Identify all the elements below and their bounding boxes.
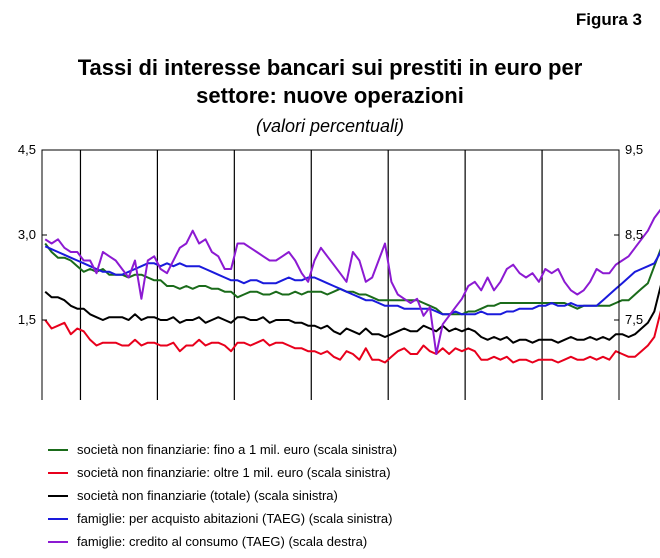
left-tick-label: 1,5 bbox=[18, 312, 36, 327]
chart-title: Tassi di interesse bancari sui prestiti … bbox=[0, 54, 660, 110]
legend-item: società non finanziarie: fino a 1 mil. e… bbox=[48, 438, 397, 461]
right-tick-label: 7,5 bbox=[625, 312, 643, 327]
legend-label: famiglie: per acquisto abitazioni (TAEG)… bbox=[77, 511, 393, 526]
legend-swatch-blue bbox=[48, 517, 68, 520]
legend: società non finanziarie: fino a 1 mil. e… bbox=[48, 438, 397, 553]
legend-item: società non finanziarie (totale) (scala … bbox=[48, 484, 397, 507]
year-gridlines bbox=[79, 150, 543, 400]
legend-label: società non finanziarie: oltre 1 mil. eu… bbox=[77, 465, 391, 480]
left-tick-label: 3,0 bbox=[18, 227, 36, 242]
series-line-nfc-total bbox=[44, 284, 660, 344]
legend-swatch-red bbox=[48, 471, 68, 474]
legend-item: famiglie: credito al consumo (TAEG) (sca… bbox=[48, 530, 397, 553]
right-y-axis: 6,5 7,5 8,5 9,5 bbox=[614, 142, 643, 400]
legend-item: famiglie: per acquisto abitazioni (TAEG)… bbox=[48, 507, 397, 530]
chart-title-line-2: settore: nuove operazioni bbox=[196, 83, 464, 108]
legend-swatch-purple bbox=[48, 540, 68, 543]
legend-swatch-green bbox=[48, 448, 68, 451]
legend-label: società non finanziarie: fino a 1 mil. e… bbox=[77, 442, 398, 457]
left-tick-label: 4,5 bbox=[18, 142, 36, 157]
legend-swatch-black bbox=[48, 494, 68, 497]
figure-label: Figura 3 bbox=[575, 10, 642, 29]
series-line-nfc-large bbox=[44, 310, 660, 364]
series-lines bbox=[44, 208, 660, 364]
chart-subtitle: (valori percentuali) bbox=[255, 116, 405, 136]
left-y-axis: 0,0 1,5 3,0 4,5 bbox=[18, 142, 47, 400]
chart-title-line-1: Tassi di interesse bancari sui prestiti … bbox=[77, 55, 583, 80]
legend-item: società non finanziarie: oltre 1 mil. eu… bbox=[48, 461, 397, 484]
plot-frame bbox=[41, 149, 620, 400]
right-tick-label: 8,5 bbox=[625, 227, 643, 242]
legend-label: società non finanziarie (totale) (scala … bbox=[77, 488, 338, 503]
series-line-consumer-credit bbox=[44, 208, 660, 355]
legend-label: famiglie: credito al consumo (TAEG) (sca… bbox=[77, 534, 368, 549]
series-line-mortgage bbox=[44, 245, 660, 316]
right-tick-label: 6,5 bbox=[625, 397, 643, 400]
right-tick-label: 9,5 bbox=[625, 142, 643, 157]
left-tick-label: 0,0 bbox=[18, 397, 36, 400]
line-chart: 0,01,53,04,5 6,57,58,59,5 20162017201820… bbox=[18, 142, 660, 400]
series-line-nfc-small bbox=[44, 242, 660, 316]
